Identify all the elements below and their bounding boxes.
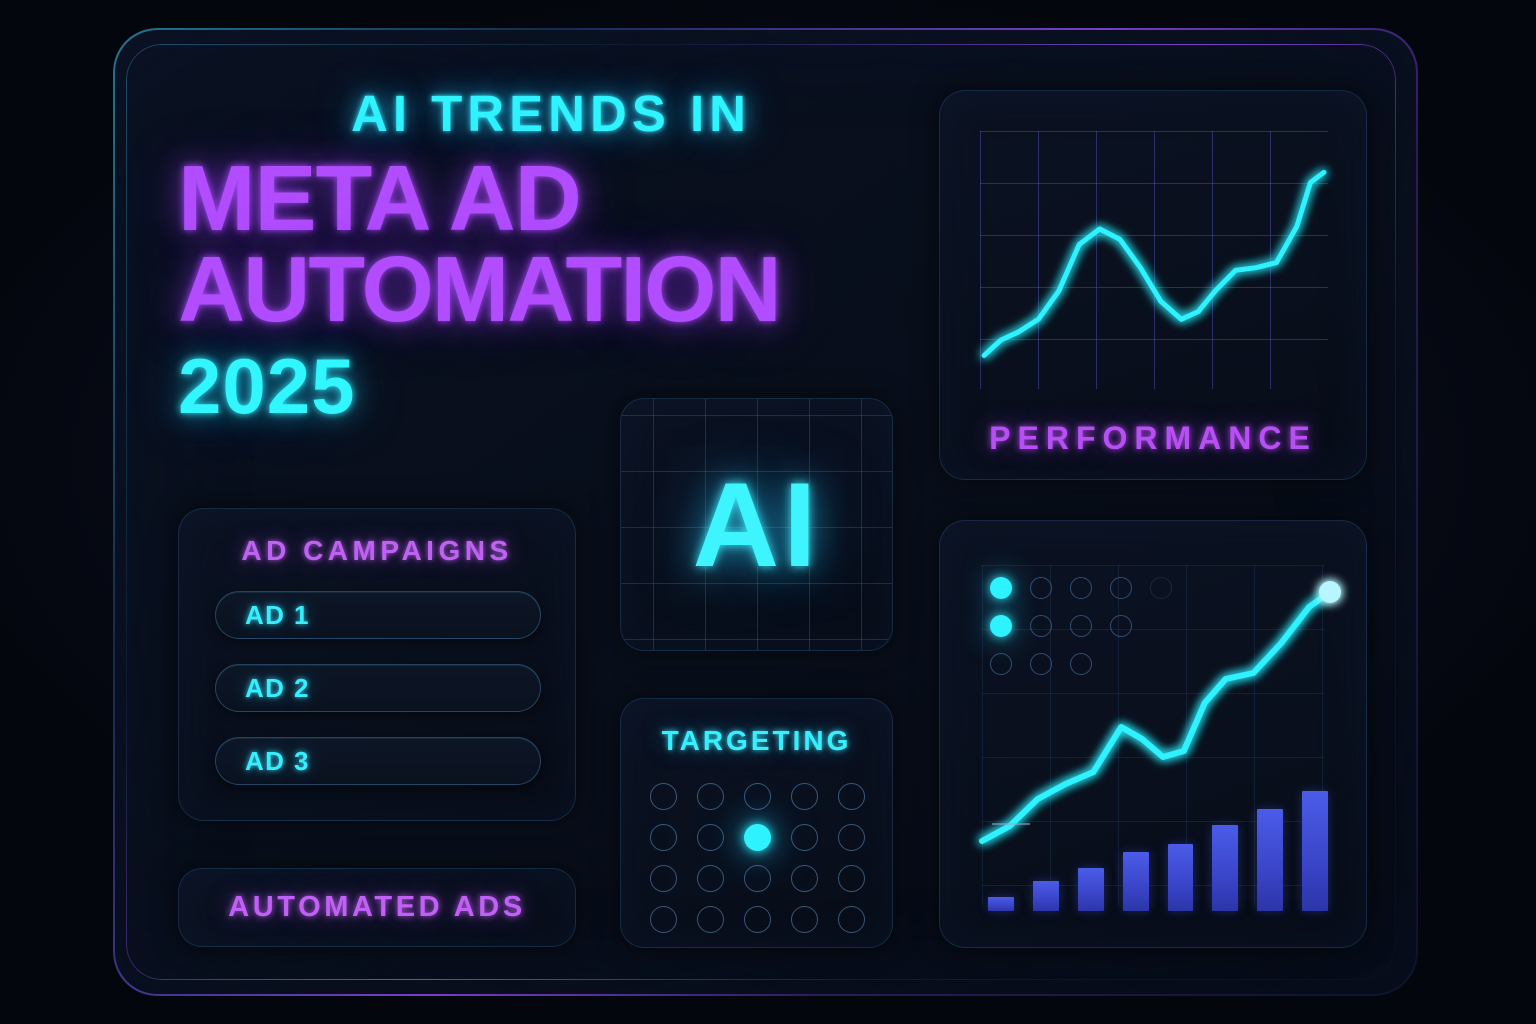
automated-ads-panel[interactable]: AUTOMATED ADS — [178, 868, 576, 947]
analytics-dot — [1030, 653, 1052, 675]
analytics-dot — [1110, 615, 1132, 637]
targeting-dot-grid — [647, 783, 868, 933]
performance-gridlines — [980, 131, 1328, 389]
performance-panel: PERFORMANCE — [939, 90, 1367, 480]
targeting-dot[interactable] — [838, 865, 865, 892]
targeting-dot[interactable] — [650, 906, 677, 933]
ai-card-grid — [621, 399, 892, 650]
analytics-dot — [1070, 615, 1092, 637]
performance-line-chart — [981, 169, 1327, 358]
ad-campaign-item-1[interactable]: AD 1 — [215, 591, 541, 639]
analytics-dot — [1030, 577, 1052, 599]
automated-ads-label: AUTOMATED ADS — [228, 891, 526, 923]
targeting-dot[interactable] — [744, 865, 771, 892]
targeting-panel: TARGETING — [620, 698, 893, 948]
analytics-line-chart — [979, 581, 1341, 844]
analytics-bar — [1077, 867, 1104, 911]
targeting-dot[interactable] — [697, 824, 724, 851]
headline-block: AI TRENDS IN META AD AUTOMATION 2025 — [178, 88, 918, 425]
analytics-dot — [990, 615, 1012, 637]
analytics-bar — [1302, 791, 1328, 911]
targeting-dot[interactable] — [838, 906, 865, 933]
targeting-dot[interactable] — [791, 906, 818, 933]
analytics-bar — [1032, 881, 1059, 911]
headline-title-line1: META AD — [178, 146, 582, 250]
ad-campaign-item-3[interactable]: AD 3 — [215, 737, 541, 785]
targeting-title: TARGETING — [661, 725, 852, 756]
performance-plot — [980, 131, 1328, 389]
analytics-bar — [988, 896, 1014, 911]
analytics-dot — [1070, 577, 1092, 599]
analytics-dot — [1030, 615, 1052, 637]
ad-campaigns-panel: AD CAMPAIGNS AD 1 AD 2 AD 3 — [178, 508, 576, 821]
analytics-bar — [1167, 843, 1194, 911]
targeting-dot[interactable] — [791, 824, 818, 851]
targeting-dot[interactable] — [650, 783, 677, 810]
analytics-dot-matrix — [990, 577, 1172, 675]
analytics-dot — [1150, 577, 1172, 599]
analytics-end-node — [1319, 581, 1341, 603]
analytics-bar — [1122, 852, 1149, 911]
analytics-dot — [990, 653, 1012, 675]
headline-year: 2025 — [178, 342, 356, 431]
targeting-dot[interactable] — [697, 783, 724, 810]
ai-card-label: AI — [692, 457, 821, 592]
analytics-dot — [990, 577, 1012, 599]
ad-campaign-label: AD 2 — [245, 672, 310, 703]
analytics-dot — [1070, 653, 1092, 675]
targeting-dot[interactable] — [744, 783, 771, 810]
analytics-panel — [939, 520, 1367, 948]
analytics-bar — [1257, 809, 1284, 911]
targeting-dot[interactable] — [838, 783, 865, 810]
targeting-dot[interactable] — [697, 865, 724, 892]
targeting-dot[interactable] — [791, 865, 818, 892]
targeting-dot[interactable] — [744, 824, 771, 851]
analytics-bar-chart — [988, 791, 1328, 911]
targeting-dot[interactable] — [650, 865, 677, 892]
targeting-dot[interactable] — [838, 824, 865, 851]
headline-kicker: AI TRENDS IN — [350, 85, 752, 142]
ad-campaign-label: AD 1 — [245, 599, 310, 630]
ad-campaigns-title: AD CAMPAIGNS — [241, 535, 513, 566]
headline-title: META AD AUTOMATION — [178, 152, 918, 342]
ad-campaign-label: AD 3 — [245, 745, 310, 776]
analytics-dot — [1110, 577, 1132, 599]
analytics-baseline-tick — [992, 823, 1030, 825]
targeting-dot[interactable] — [650, 824, 677, 851]
performance-label: PERFORMANCE — [989, 420, 1317, 456]
analytics-bar — [1212, 824, 1239, 911]
targeting-dot[interactable] — [744, 906, 771, 933]
headline-title-line2: AUTOMATION — [178, 237, 782, 342]
targeting-dot[interactable] — [697, 906, 724, 933]
targeting-dot[interactable] — [791, 783, 818, 810]
ai-card: AI — [620, 398, 893, 651]
ad-campaign-item-2[interactable]: AD 2 — [215, 664, 541, 712]
